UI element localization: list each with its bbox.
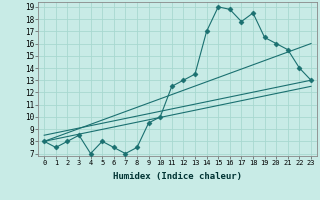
X-axis label: Humidex (Indice chaleur): Humidex (Indice chaleur) bbox=[113, 172, 242, 181]
